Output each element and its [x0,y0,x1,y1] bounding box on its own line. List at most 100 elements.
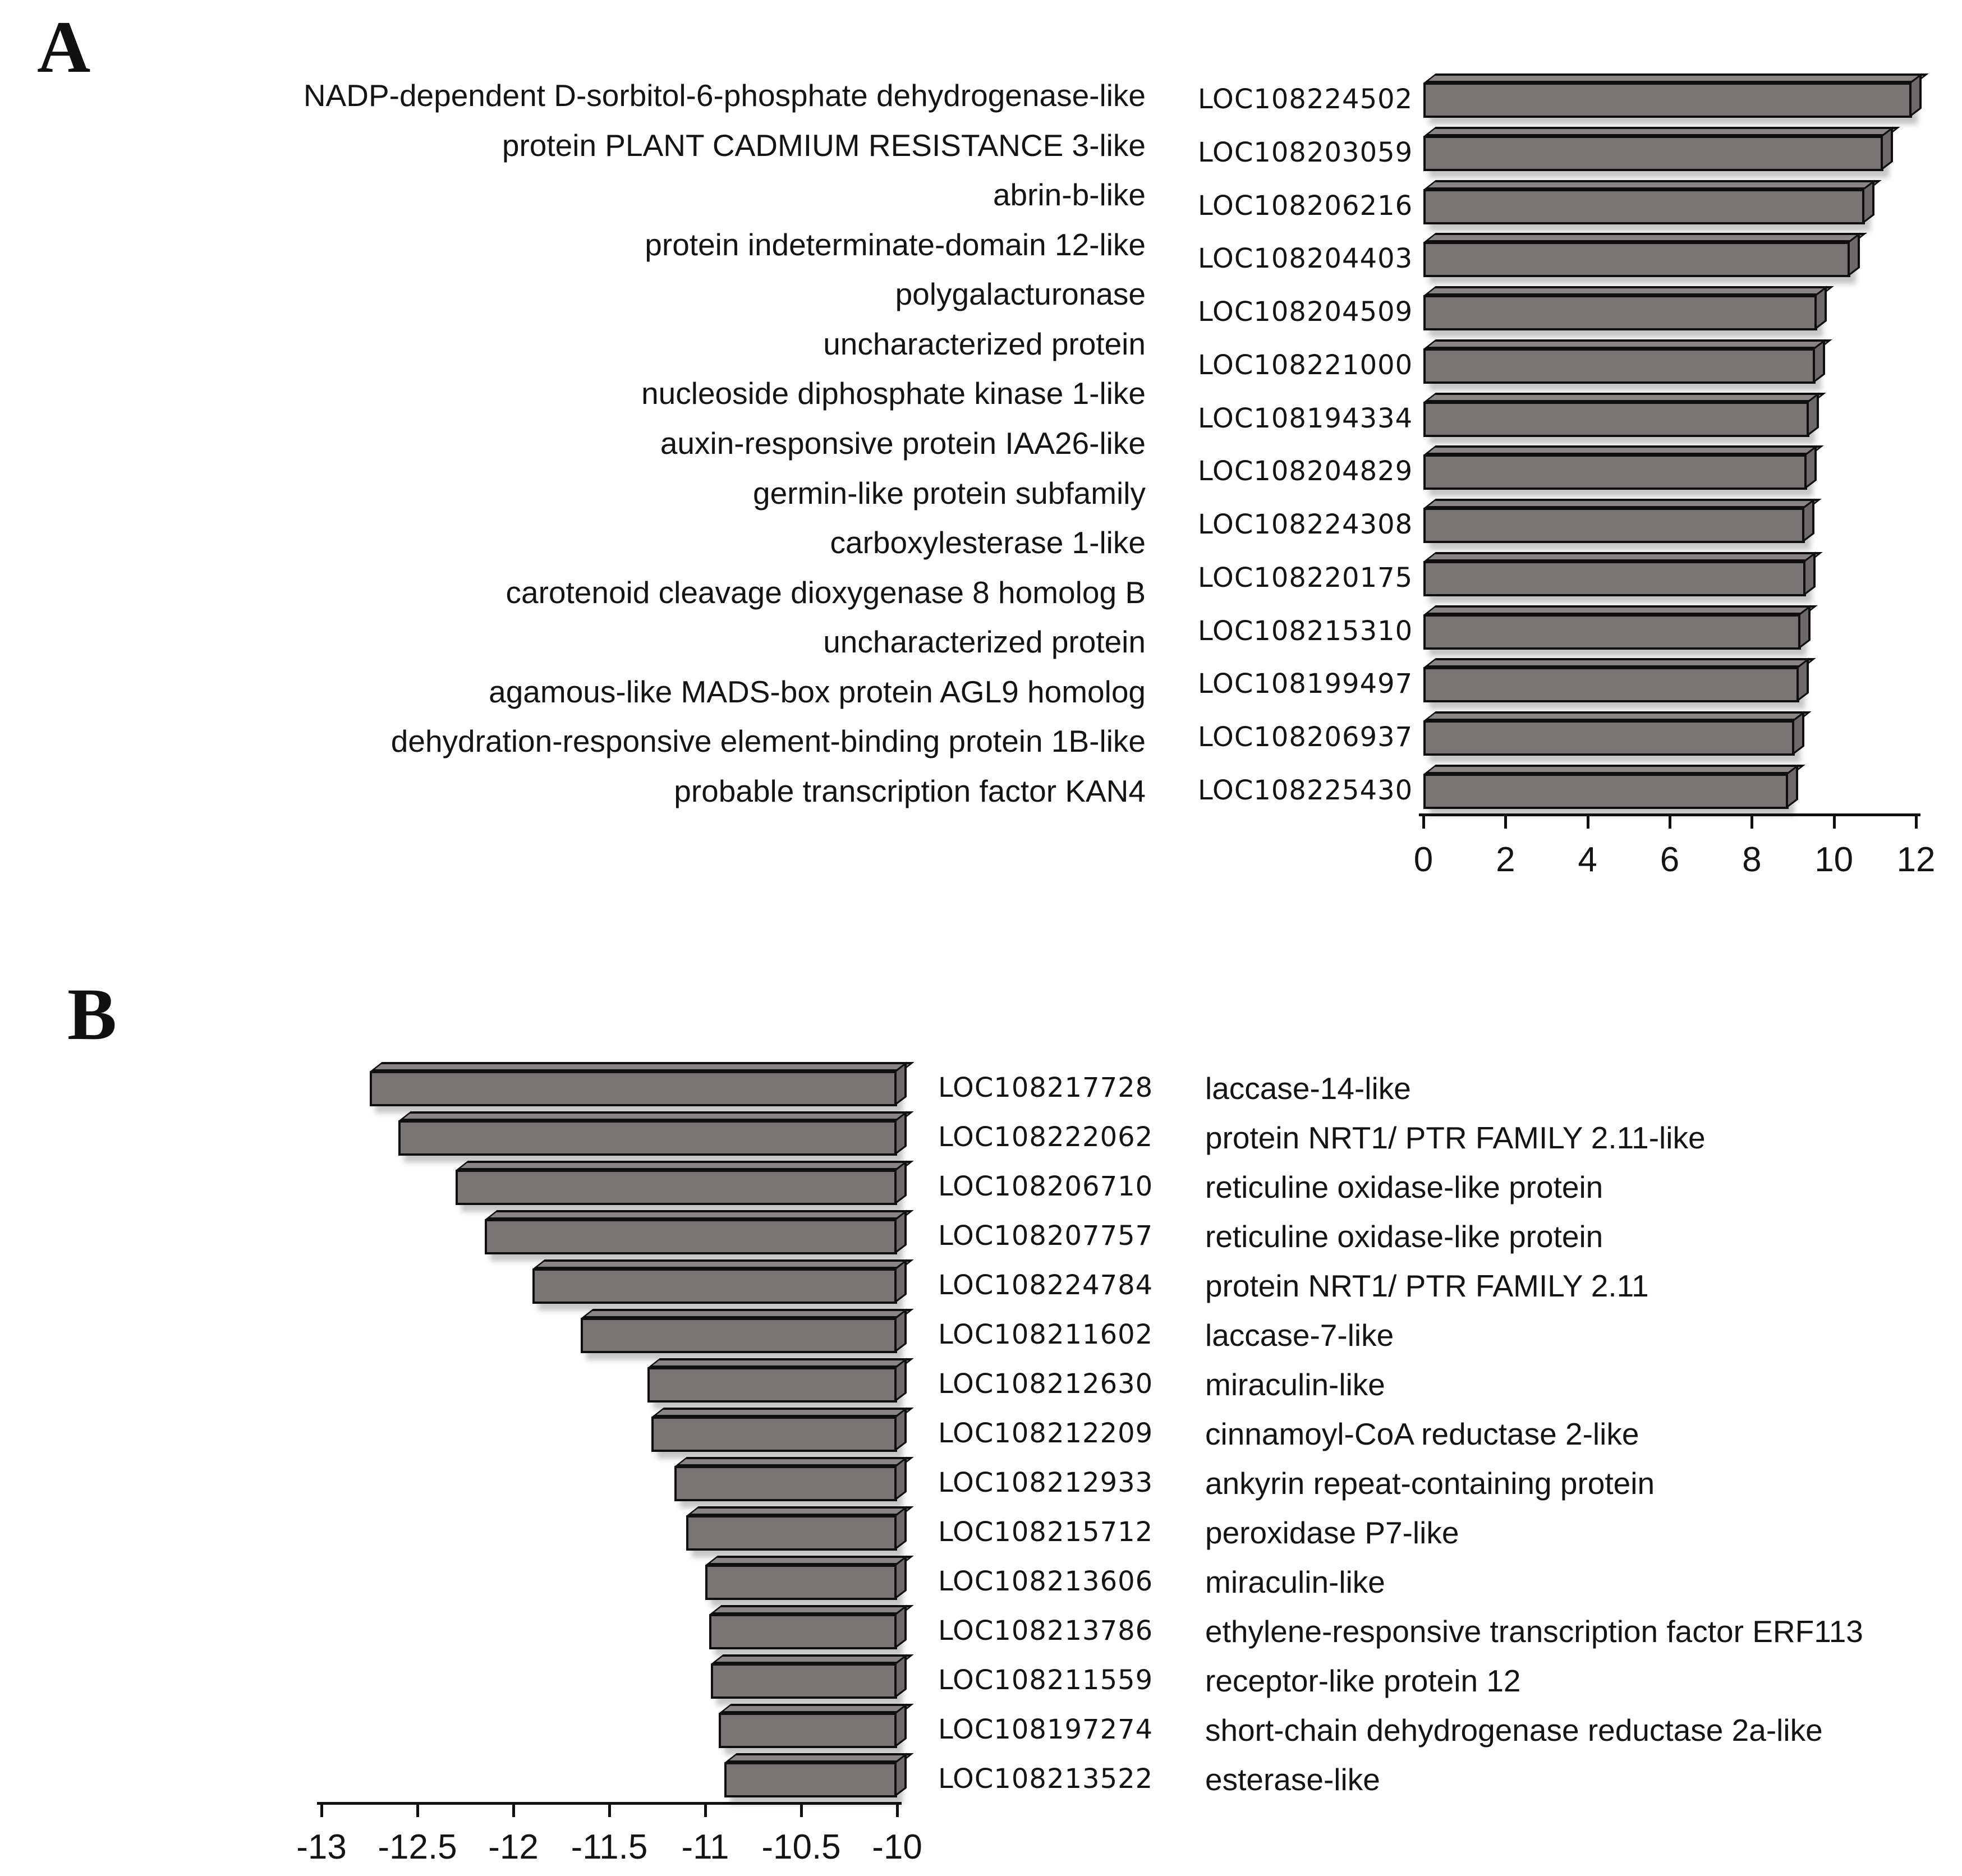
gene-id: LOC108224502 [1198,84,1413,115]
bar-top-face [1423,658,1816,668]
gene-description: receptor-like protein 12 [1205,1663,1521,1698]
x-axis-tick [1504,813,1508,829]
x-axis-tick-label: -11 [681,1828,729,1866]
bar [1423,392,1826,437]
bar-top-face [1423,765,1805,774]
gene-description: germin-like protein subfamily [753,475,1146,511]
gene-description: laccase-14-like [1205,1071,1411,1106]
gene-description: nucleoside diphosphate kinase 1-like [641,376,1146,411]
x-axis-tick [1669,813,1672,829]
bar [1423,498,1822,544]
bar [651,1407,914,1452]
x-axis-tick-label: 0 [1413,840,1433,879]
gene-description: uncharacterized protein [823,624,1146,660]
gene-id: LOC108204829 [1198,456,1413,488]
bar-side-face [1804,445,1817,490]
gene-id: LOC108194334 [1198,402,1413,434]
x-axis-tick-label: 12 [1896,840,1936,879]
gene-description: reticuline oxidase-like protein [1205,1219,1603,1254]
bar [724,1753,914,1797]
bar-top-face [484,1210,914,1220]
bar-top-face [711,1654,914,1664]
bar [709,1604,914,1649]
bar [711,1654,914,1699]
x-axis-tick [416,1802,419,1817]
gene-id: LOC108197274 [938,1714,1154,1745]
bar-top-face [1423,73,1929,83]
gene-id: LOC108204509 [1198,296,1413,328]
x-axis-tick [896,1802,899,1817]
bar-top-face [580,1309,914,1318]
bar-top-face [456,1161,914,1170]
gene-description: protein NRT1/ PTR FAMILY 2.11 [1205,1268,1649,1303]
bar [1423,179,1882,224]
bar-top-face [398,1111,914,1121]
gene-description: protein NRT1/ PTR FAMILY 2.11-like [1205,1120,1706,1155]
x-axis-tick [1915,813,1918,829]
gene-description: NADP-dependent D-sorbitol-6-phosphate de… [303,78,1146,113]
bar-top-face [651,1408,914,1417]
bar-top-face [647,1358,914,1368]
gene-id: LOC108211559 [938,1665,1154,1696]
bar [705,1555,914,1600]
gene-description: cinnamoyl-CoA reductase 2-like [1205,1417,1639,1451]
gene-description: miraculin-like [1205,1367,1385,1402]
bar [674,1456,914,1501]
gene-id: LOC108199497 [1198,668,1413,700]
gene-description: laccase-7-like [1205,1318,1394,1353]
gene-id: LOC108206710 [938,1171,1154,1202]
gene-id: LOC108220175 [1198,562,1413,594]
x-axis-tick-label: 4 [1578,840,1597,879]
x-axis-tick-label: -12.5 [378,1828,457,1866]
bar-top-face [718,1704,914,1713]
x-axis-tick-label: -12 [488,1828,539,1866]
bar [1423,764,1805,809]
bar [1423,339,1832,384]
bar [1423,445,1824,490]
bar-top-face [1423,445,1824,456]
x-axis-tick [1422,813,1425,829]
gene-id: LOC108224784 [938,1270,1154,1301]
x-axis-tick-label: -13 [296,1828,347,1866]
x-axis-tick-label: 10 [1814,840,1854,879]
bar-top-face [1423,605,1818,615]
panel-a-letter: A [37,6,91,88]
gene-id: LOC108207757 [938,1220,1154,1252]
gene-id: LOC108222062 [938,1121,1154,1153]
bar-top-face [1423,711,1812,721]
gene-description: ankyrin repeat-containing protein [1205,1466,1655,1501]
bar [398,1111,914,1156]
bar [532,1259,914,1304]
bar-top-face [369,1062,914,1072]
gene-id: LOC108212933 [938,1467,1154,1498]
bar [1423,605,1818,650]
bar-top-face [1423,339,1832,349]
gene-description: short-chain dehydrogenase reductase 2a-l… [1205,1713,1823,1748]
bar-top-face [1423,180,1882,190]
x-axis-tick-label: -10 [872,1828,922,1866]
gene-description: probable transcription factor KAN4 [674,773,1146,808]
gene-id: LOC108225430 [1198,775,1413,806]
bar [456,1160,914,1205]
gene-id: LOC108211602 [938,1319,1154,1350]
bar-top-face [674,1457,914,1466]
gene-description: protein indeterminate-domain 12-like [645,227,1146,262]
x-axis-tick-label: 6 [1660,840,1680,879]
bar-top-face [1423,499,1822,509]
gene-id: LOC108215310 [1198,615,1413,647]
gene-description: polygalacturonase [895,277,1146,312]
bar [580,1308,914,1353]
gene-id: LOC108213786 [938,1615,1154,1647]
gene-id: LOC108221000 [1198,349,1413,381]
x-axis-tick [1750,813,1754,829]
x-axis-tick-label: 2 [1496,840,1515,879]
gene-id: LOC108224308 [1198,509,1413,541]
bar [1423,551,1823,596]
gene-description: carotenoid cleavage dioxygenase 8 homolo… [506,574,1146,610]
gene-id: LOC108212630 [938,1368,1154,1400]
gene-description: auxin-responsive protein IAA26-like [660,425,1146,461]
gene-description: dehydration-responsive element-binding p… [390,724,1146,759]
gene-description: ethylene-responsive transcription factor… [1205,1614,1863,1649]
bar-side-face [1802,498,1815,544]
